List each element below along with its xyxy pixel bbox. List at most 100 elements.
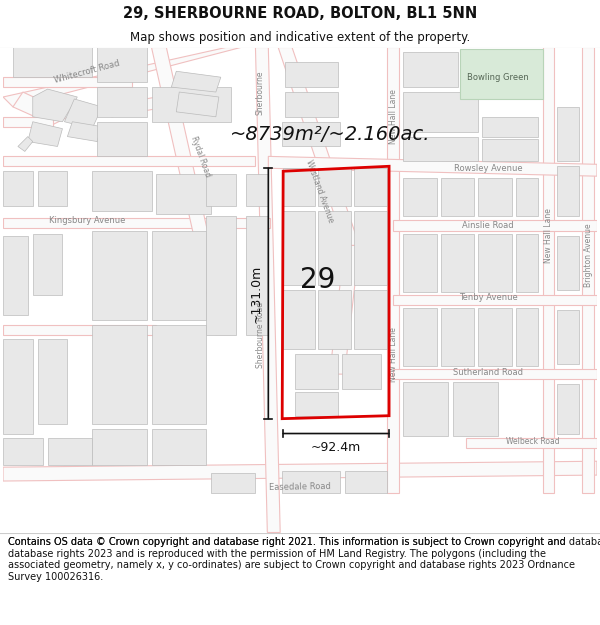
Polygon shape: [295, 392, 338, 416]
Polygon shape: [318, 290, 352, 349]
Text: Sherbourne: Sherbourne: [256, 71, 265, 115]
Text: Contains OS data © Crown copyright and database right 2021. This information is : Contains OS data © Crown copyright and d…: [8, 537, 575, 582]
Polygon shape: [211, 473, 256, 493]
Polygon shape: [478, 234, 512, 292]
Text: Tenby Avenue: Tenby Avenue: [458, 293, 517, 302]
Text: New Hall Lane: New Hall Lane: [544, 208, 553, 263]
Polygon shape: [3, 339, 33, 434]
Polygon shape: [157, 174, 211, 214]
Polygon shape: [172, 71, 221, 92]
Polygon shape: [466, 439, 597, 448]
Text: ~92.4m: ~92.4m: [311, 441, 361, 454]
Polygon shape: [387, 48, 399, 493]
Polygon shape: [403, 52, 458, 87]
Polygon shape: [393, 369, 597, 379]
Polygon shape: [393, 220, 597, 231]
Polygon shape: [440, 178, 474, 216]
Polygon shape: [582, 48, 594, 493]
Polygon shape: [355, 211, 387, 285]
Text: Ainslie Road: Ainslie Road: [462, 221, 514, 230]
Text: New Hall Lane: New Hall Lane: [389, 89, 398, 144]
Polygon shape: [403, 92, 478, 132]
Polygon shape: [64, 99, 102, 129]
Polygon shape: [3, 48, 241, 107]
Polygon shape: [3, 117, 53, 127]
Polygon shape: [482, 117, 538, 137]
Polygon shape: [329, 246, 359, 374]
Polygon shape: [516, 234, 538, 292]
Polygon shape: [245, 174, 268, 206]
Polygon shape: [92, 171, 152, 211]
Text: Map shows position and indicative extent of the property.: Map shows position and indicative extent…: [130, 31, 470, 44]
Polygon shape: [318, 168, 352, 206]
Polygon shape: [3, 236, 28, 315]
Text: Easedale Road: Easedale Road: [269, 482, 331, 492]
Polygon shape: [152, 429, 206, 465]
Text: Welbeck Road: Welbeck Road: [506, 437, 559, 446]
Text: New Hall Lane: New Hall Lane: [389, 327, 398, 382]
Text: 29, SHERBOURNE ROAD, BOLTON, BL1 5NN: 29, SHERBOURNE ROAD, BOLTON, BL1 5NN: [123, 6, 477, 21]
Polygon shape: [557, 384, 579, 434]
Polygon shape: [478, 178, 512, 216]
Polygon shape: [285, 92, 338, 117]
Polygon shape: [403, 178, 437, 216]
Polygon shape: [152, 48, 231, 334]
Polygon shape: [152, 231, 206, 320]
Polygon shape: [102, 97, 166, 117]
Polygon shape: [283, 290, 315, 349]
Polygon shape: [176, 92, 219, 117]
Polygon shape: [3, 156, 256, 166]
Polygon shape: [33, 234, 62, 295]
Polygon shape: [440, 308, 474, 366]
Polygon shape: [33, 89, 77, 122]
Text: Kingsbury Avenue: Kingsbury Avenue: [49, 216, 125, 225]
Text: Sherbourne Road: Sherbourne Road: [256, 301, 265, 368]
Polygon shape: [478, 58, 538, 87]
Polygon shape: [454, 382, 498, 436]
Polygon shape: [516, 308, 538, 366]
Text: Contains OS data © Crown copyright and database right 2021. This information is : Contains OS data © Crown copyright and d…: [8, 537, 600, 547]
Polygon shape: [295, 354, 338, 389]
Polygon shape: [542, 48, 554, 493]
Text: Whitecroft Road: Whitecroft Road: [53, 59, 121, 86]
Text: ~8739m²/~2.160ac.: ~8739m²/~2.160ac.: [229, 124, 430, 144]
Polygon shape: [557, 107, 579, 161]
Polygon shape: [3, 217, 271, 227]
Polygon shape: [152, 87, 231, 122]
Polygon shape: [403, 137, 478, 161]
Polygon shape: [557, 166, 579, 216]
Polygon shape: [13, 92, 73, 125]
Polygon shape: [13, 48, 92, 78]
Polygon shape: [344, 471, 387, 493]
Polygon shape: [3, 171, 33, 206]
Polygon shape: [18, 137, 33, 151]
Polygon shape: [3, 324, 157, 334]
Polygon shape: [482, 139, 538, 161]
Polygon shape: [460, 49, 542, 99]
Text: Rowsley Avenue: Rowsley Avenue: [454, 164, 523, 172]
Polygon shape: [256, 48, 280, 532]
Polygon shape: [557, 236, 579, 290]
Polygon shape: [97, 48, 146, 82]
Polygon shape: [47, 439, 92, 465]
Polygon shape: [92, 231, 146, 320]
Polygon shape: [403, 308, 437, 366]
Polygon shape: [440, 234, 474, 292]
Polygon shape: [403, 382, 448, 436]
Text: Brighton Avenue: Brighton Avenue: [584, 224, 593, 287]
Polygon shape: [38, 171, 67, 206]
Polygon shape: [206, 174, 236, 206]
Polygon shape: [92, 429, 146, 465]
Polygon shape: [152, 324, 206, 424]
Polygon shape: [282, 122, 340, 146]
Polygon shape: [283, 168, 315, 206]
Polygon shape: [245, 216, 268, 334]
Text: Bowling Green: Bowling Green: [467, 72, 529, 82]
Polygon shape: [355, 168, 387, 206]
Polygon shape: [3, 461, 597, 481]
Polygon shape: [282, 471, 340, 493]
Polygon shape: [97, 87, 146, 117]
Polygon shape: [28, 122, 62, 146]
Polygon shape: [318, 211, 352, 285]
Text: 29: 29: [300, 266, 335, 294]
